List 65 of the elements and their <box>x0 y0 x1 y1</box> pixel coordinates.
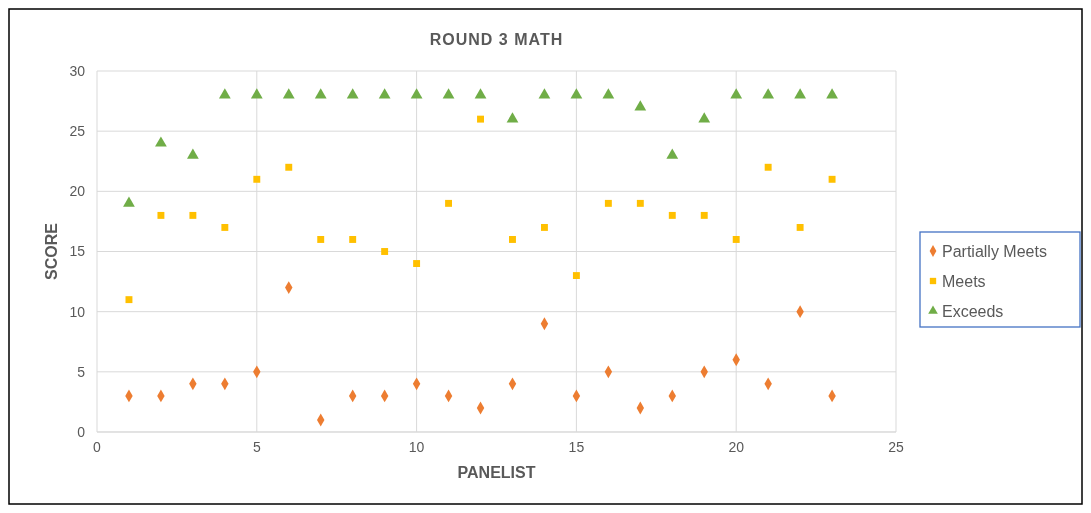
point <box>826 88 838 99</box>
point <box>378 88 391 99</box>
point <box>410 88 423 99</box>
point <box>636 199 644 207</box>
x-axis-title: PANELIST <box>457 464 536 481</box>
point <box>314 88 327 99</box>
x-tick-label: 10 <box>408 439 425 455</box>
point <box>538 88 551 99</box>
point <box>346 88 359 99</box>
point <box>125 296 133 304</box>
y-tick-label: 20 <box>69 183 86 200</box>
point <box>218 88 231 99</box>
point <box>317 236 325 243</box>
legend-label: Exceeds <box>942 302 1004 320</box>
point <box>123 196 135 207</box>
point <box>442 88 455 99</box>
point <box>730 88 743 99</box>
point <box>509 236 516 243</box>
x-tick-label: 0 <box>93 439 102 455</box>
point <box>700 211 708 219</box>
point <box>186 148 199 159</box>
point <box>349 236 357 243</box>
point <box>413 260 421 267</box>
point <box>698 112 711 123</box>
point <box>828 175 836 183</box>
point <box>572 272 580 280</box>
y-tick-label: 5 <box>77 363 86 380</box>
y-tick-label: 10 <box>69 303 86 320</box>
point <box>602 88 615 99</box>
point <box>221 223 229 231</box>
point <box>477 115 484 123</box>
y-tick-label: 0 <box>77 423 86 440</box>
point <box>794 88 807 99</box>
point <box>381 248 389 255</box>
x-tick-label: 5 <box>252 439 261 455</box>
y-axis-title: SCORE <box>43 222 60 280</box>
y-tick-label: 30 <box>69 62 86 79</box>
point <box>668 211 676 219</box>
chart-title: ROUND 3 MATH <box>429 31 564 48</box>
legend-label: Meets <box>942 272 986 290</box>
point <box>250 88 263 99</box>
point <box>282 88 295 99</box>
point <box>474 88 487 99</box>
x-tick-label: 25 <box>888 439 904 455</box>
point <box>796 223 804 231</box>
point <box>762 88 775 99</box>
point <box>253 175 261 183</box>
point <box>189 211 197 219</box>
point <box>666 148 679 159</box>
x-tick-label: 15 <box>568 439 585 455</box>
point <box>634 100 647 111</box>
point <box>445 199 453 207</box>
point <box>157 211 165 219</box>
point <box>764 163 772 171</box>
point <box>732 236 740 243</box>
point <box>506 112 519 123</box>
point <box>570 88 583 99</box>
point <box>604 199 612 207</box>
x-tick-label: 20 <box>728 439 745 455</box>
point <box>285 163 293 171</box>
y-tick-label: 25 <box>69 123 86 140</box>
y-tick-label: 15 <box>69 243 86 260</box>
legend-label: Partially Meets <box>942 242 1047 260</box>
point <box>155 136 167 147</box>
point <box>540 223 548 231</box>
